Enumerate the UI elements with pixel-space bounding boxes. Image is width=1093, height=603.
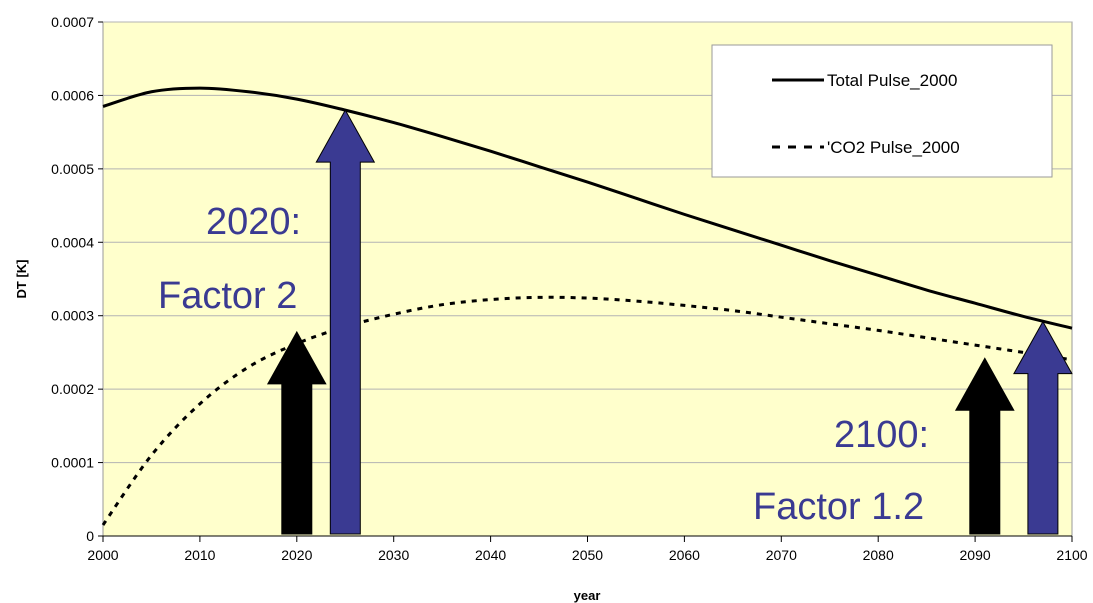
legend-box bbox=[711, 44, 1053, 178]
series-layer bbox=[101, 86, 1073, 526]
annotation-factor-2: Factor 2 bbox=[158, 275, 297, 317]
x-tick-label: 2010 bbox=[184, 547, 215, 563]
annotation-factor-1-2: Factor 1.2 bbox=[753, 486, 924, 528]
legend-label-total: Total Pulse_2000 bbox=[827, 71, 957, 90]
x-tick-label: 2090 bbox=[960, 547, 991, 563]
y-tick-label: 0.0007 bbox=[51, 14, 94, 30]
x-tick-label: 2050 bbox=[572, 547, 603, 563]
x-axis: 2000 2010 2020 2030 2040 2050 2060 2070 2080 2090… bbox=[87, 535, 1088, 563]
y-tick-label: 0.0001 bbox=[51, 455, 94, 471]
legend: Total Pulse_2000 'CO2 Pulse_2000 bbox=[711, 44, 1053, 178]
y-axis: 0 0.0001 0.0002 0.0003 0.0004 0.0005 0.0006 0.0… bbox=[51, 14, 103, 544]
x-tick-label: 2030 bbox=[378, 547, 409, 563]
arrow-2091-black bbox=[954, 357, 1015, 535]
y-tick-label: 0.0005 bbox=[51, 161, 94, 177]
y-tick-label: 0.0002 bbox=[51, 381, 94, 397]
x-tick-label: 2060 bbox=[669, 547, 700, 563]
series-co2-pulse-line bbox=[101, 295, 1073, 526]
x-tick-label: 2040 bbox=[475, 547, 506, 563]
x-tick-label: 2020 bbox=[281, 547, 312, 563]
arrow-2097-blue bbox=[1013, 320, 1073, 535]
y-tick-label: 0.0006 bbox=[51, 87, 94, 103]
x-axis-title: year bbox=[574, 588, 601, 603]
legend-label-co2: 'CO2 Pulse_2000 bbox=[827, 138, 960, 157]
x-tick-label: 2080 bbox=[863, 547, 894, 563]
arrow-2025-blue bbox=[315, 109, 376, 535]
x-tick-label: 2000 bbox=[87, 547, 118, 563]
annotation-2100: 2100: bbox=[834, 414, 929, 456]
x-tick-label: 2070 bbox=[766, 547, 797, 563]
y-tick-label: 0.0004 bbox=[51, 234, 94, 250]
arrow-layer bbox=[266, 109, 1073, 535]
x-tick-label: 2100 bbox=[1056, 547, 1087, 563]
annotation-2020: 2020: bbox=[206, 201, 301, 243]
y-tick-label: 0.0003 bbox=[51, 308, 94, 324]
y-axis-title: DT [K] bbox=[14, 260, 29, 299]
arrow-2020-black bbox=[266, 330, 327, 535]
series-total-pulse-line bbox=[102, 86, 1073, 330]
y-tick-label: 0 bbox=[86, 528, 94, 544]
